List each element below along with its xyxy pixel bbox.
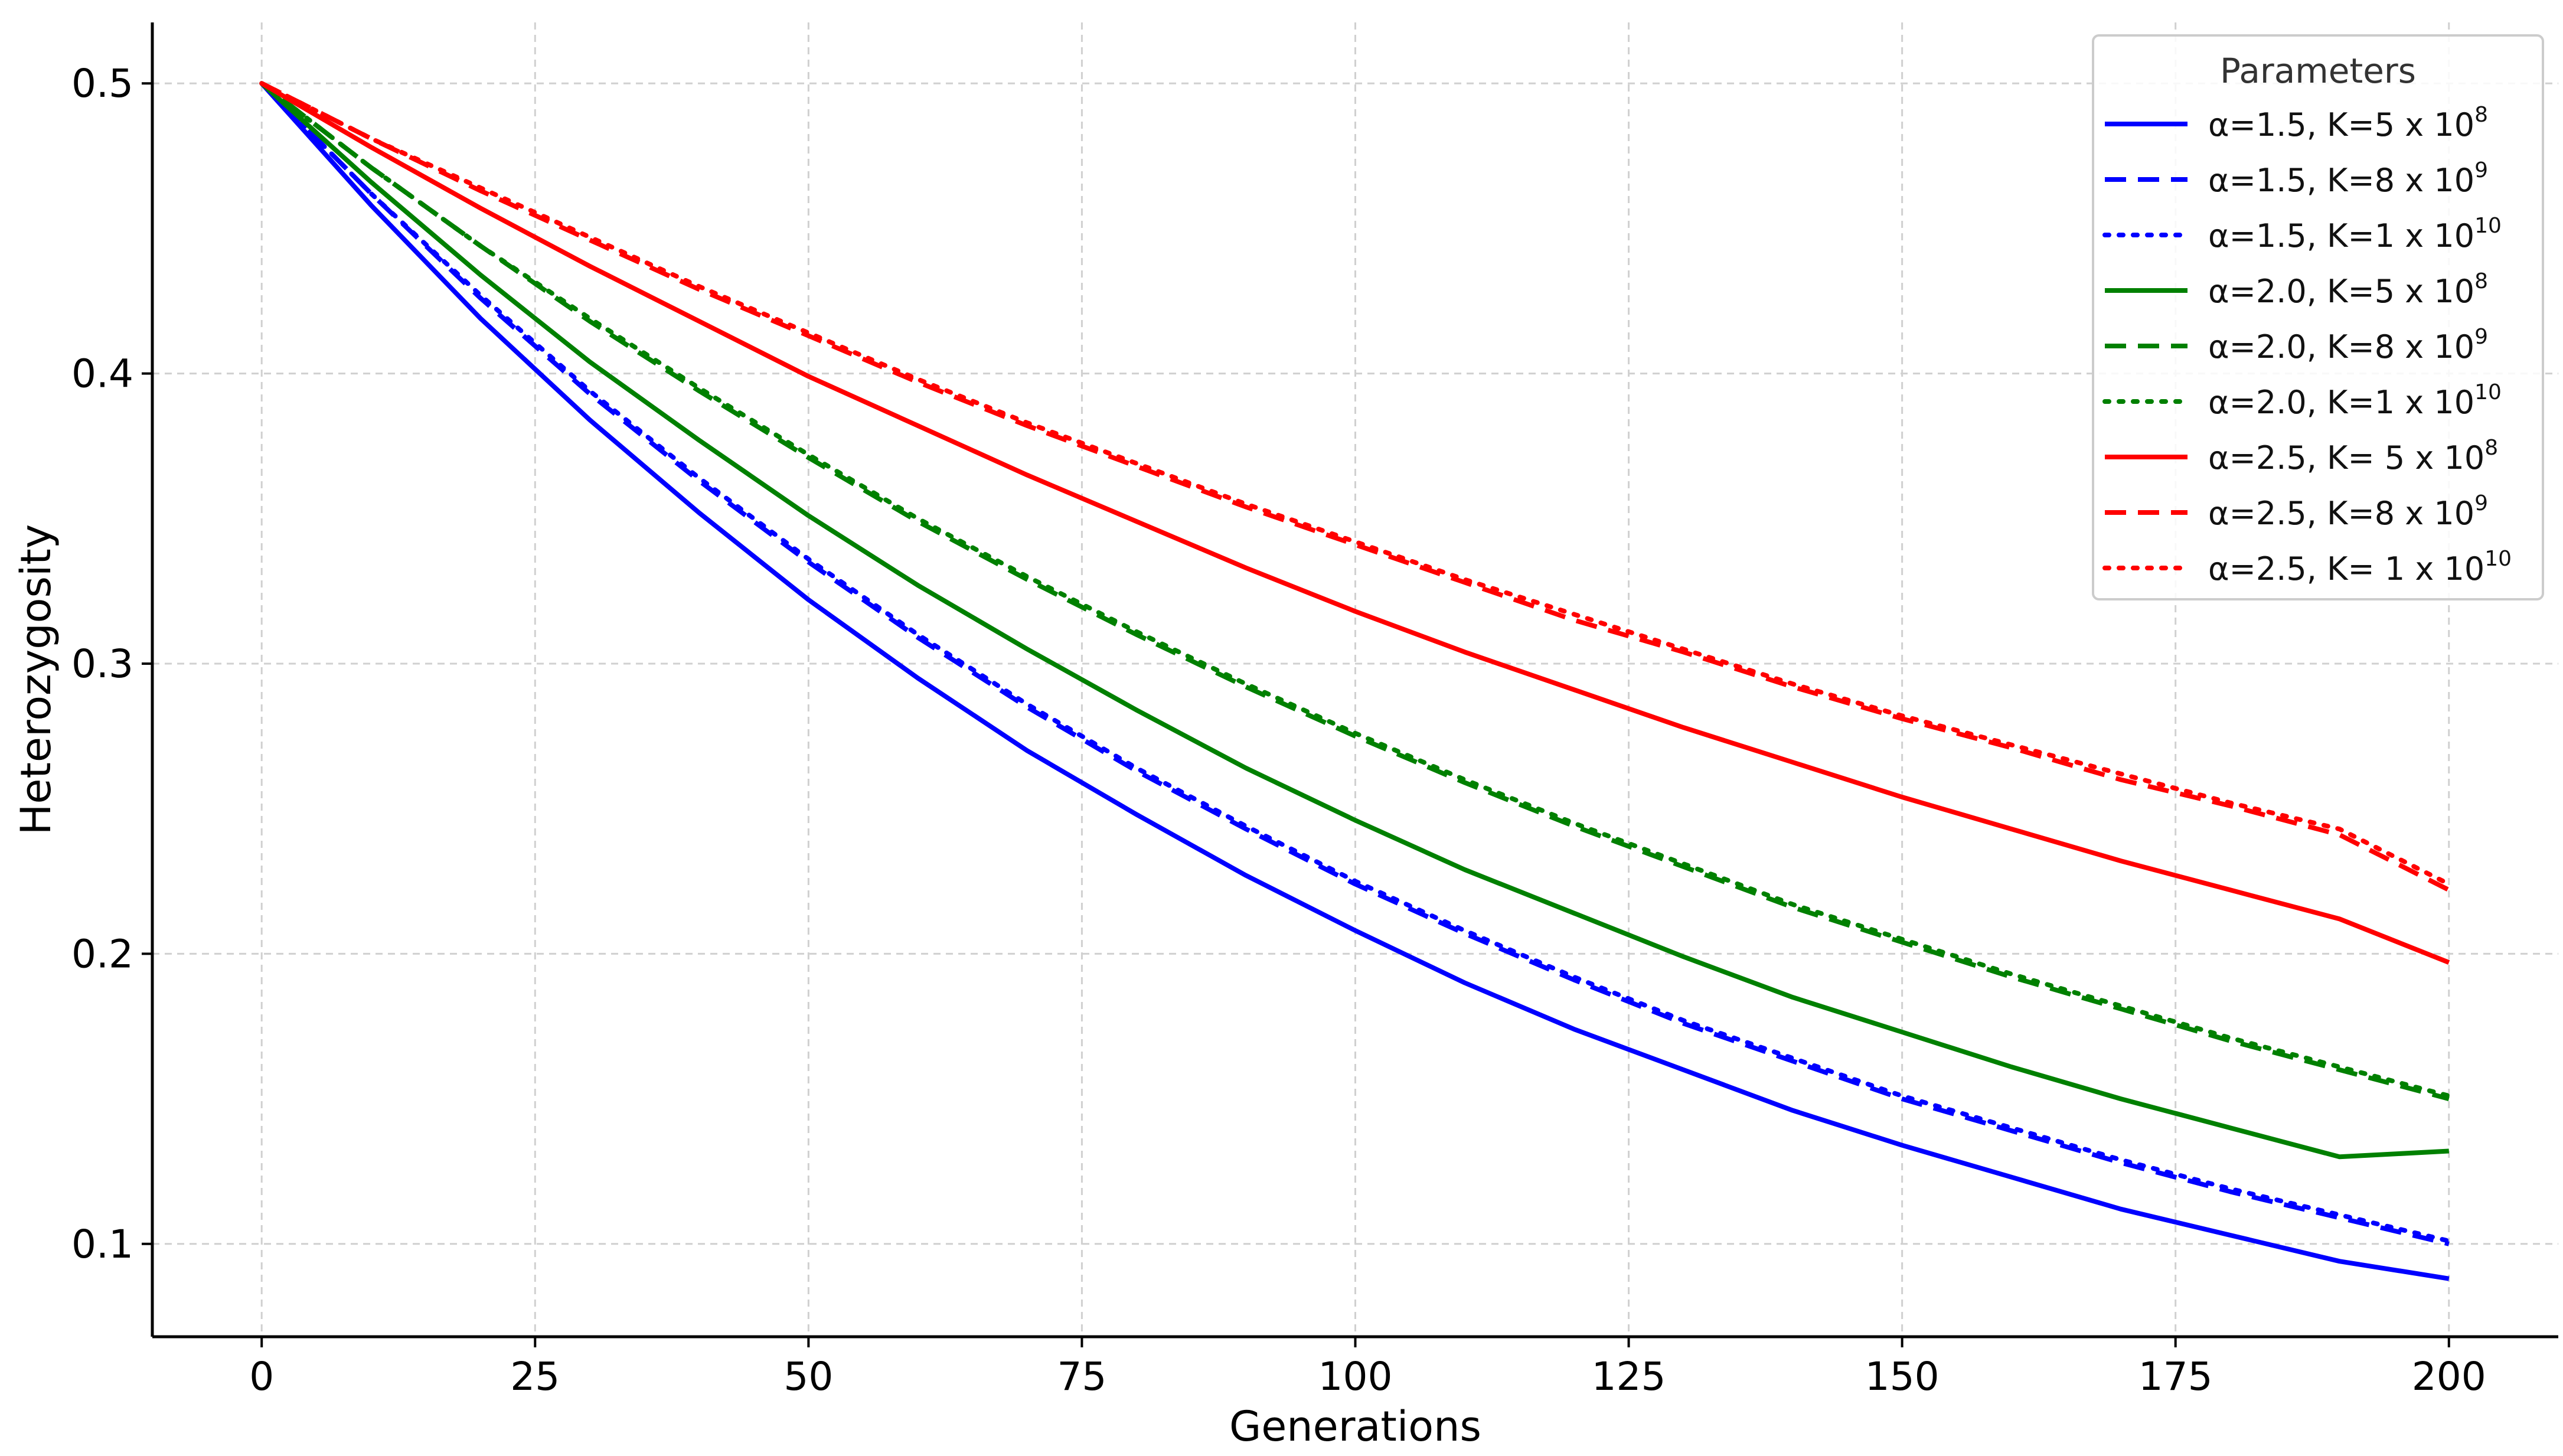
legend-label: α=2.0, K=1 x 1010 — [2208, 380, 2502, 421]
legend-label: α=2.5, K=8 x 109 — [2208, 491, 2488, 532]
legend-items: α=1.5, K=5 x 108 α=1.5, K=8 x 109 α=1.5, K… — [2102, 103, 2512, 587]
x-tick-label: 175 — [2138, 1354, 2213, 1399]
x-axis-title: Generations — [1229, 1402, 1481, 1451]
series-line-6 — [259, 81, 2451, 1099]
legend: Parameters α=1.5, K=5 x 108 α=1.5, K=8 x … — [2092, 34, 2544, 600]
series-line-9 — [259, 81, 2451, 887]
legend-item: α=1.5, K=1 x 1010 — [2102, 214, 2502, 254]
legend-item: α=2.0, K=8 x 109 — [2105, 325, 2488, 365]
legend-title: Parameters — [2220, 51, 2416, 91]
legend-item: α=1.5, K=8 x 109 — [2105, 158, 2488, 199]
x-tick-label: 150 — [1865, 1354, 1940, 1399]
series-line-4 — [260, 81, 2450, 1160]
y-tick-label: 0.1 — [71, 1222, 133, 1267]
series-line-5 — [260, 81, 2450, 1101]
x-tick-label: 100 — [1318, 1354, 1393, 1399]
legend-item: α=2.0, K=1 x 1010 — [2102, 380, 2502, 421]
y-tick-label: 0.3 — [71, 641, 133, 687]
x-tick-label: 200 — [2412, 1354, 2486, 1399]
series-line-1 — [260, 81, 2450, 1281]
series-lines — [259, 81, 2451, 1281]
series-line-7 — [260, 81, 2450, 965]
legend-label: α=1.5, K=1 x 1010 — [2208, 214, 2502, 254]
legend-label: α=2.5, K= 5 x 108 — [2208, 436, 2498, 476]
series-line-8 — [260, 81, 2450, 892]
x-tick-label: 75 — [1057, 1354, 1106, 1399]
series-line-3 — [259, 81, 2451, 1243]
tick-labels: 0 25 50 75 100 125 150 175 200 0.1 0.2 0.3 0.4 0.5 — [71, 61, 2486, 1399]
legend-item: α=2.5, K= 5 x 108 — [2105, 436, 2498, 476]
legend-label: α=2.5, K= 1 x 1010 — [2208, 547, 2512, 587]
x-tick-label: 125 — [1592, 1354, 1666, 1399]
y-axis-title: Heterozygosity — [12, 524, 60, 835]
legend-item: α=2.5, K= 1 x 1010 — [2102, 547, 2512, 587]
legend-label: α=1.5, K=8 x 109 — [2208, 158, 2488, 199]
legend-box — [2092, 34, 2544, 600]
legend-label: α=1.5, K=5 x 108 — [2208, 103, 2488, 143]
legend-label: α=2.0, K=5 x 108 — [2208, 269, 2488, 310]
legend-label: α=2.0, K=8 x 109 — [2208, 325, 2488, 365]
x-tick-label: 50 — [783, 1354, 833, 1399]
x-tick-label: 25 — [510, 1354, 560, 1399]
x-tick-label: 0 — [249, 1354, 274, 1399]
legend-item: α=2.5, K=8 x 109 — [2105, 491, 2488, 532]
axes — [142, 22, 2558, 1347]
legend-item: α=2.0, K=5 x 108 — [2105, 269, 2488, 310]
legend-item: α=1.5, K=5 x 108 — [2105, 103, 2488, 143]
y-tick-label: 0.4 — [71, 351, 133, 397]
y-tick-label: 0.2 — [71, 931, 133, 977]
y-tick-label: 0.5 — [71, 61, 133, 106]
